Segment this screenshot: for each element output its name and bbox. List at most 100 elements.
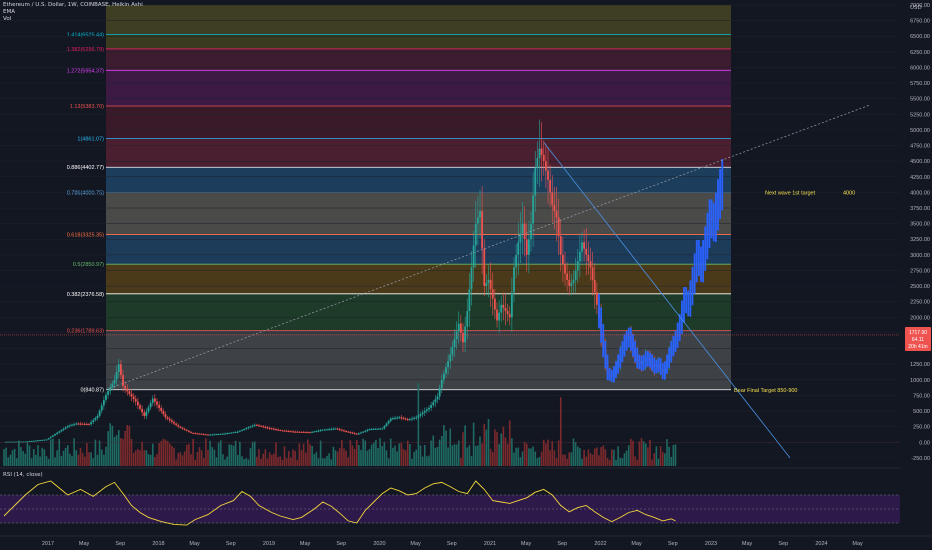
projection-path[interactable] xyxy=(598,158,724,383)
volume-bar xyxy=(234,440,237,466)
candle-body xyxy=(71,424,73,426)
candle-body xyxy=(177,425,180,427)
bear-target-annotation: Bear Final Target 850-900 xyxy=(734,388,798,394)
fib-band xyxy=(106,48,731,71)
candle-body xyxy=(551,192,554,205)
time-tick-label: Sep xyxy=(557,541,567,547)
projection-bar xyxy=(621,341,624,363)
candle-body xyxy=(198,433,201,435)
volume-bar xyxy=(617,446,619,466)
volume-bar xyxy=(396,451,398,466)
volume-bar xyxy=(183,451,186,466)
price-tick-label: 6500.00 xyxy=(910,34,930,40)
price-badge[interactable] xyxy=(905,326,931,351)
volume-bar xyxy=(485,429,488,466)
volume-bar xyxy=(608,459,611,466)
volume-bar xyxy=(566,458,568,466)
volume-bar xyxy=(474,445,477,466)
candle-body xyxy=(196,433,199,435)
trend-lines[interactable] xyxy=(0,104,900,459)
volume-bar xyxy=(217,442,220,466)
time-tick-label: Sep xyxy=(115,541,125,547)
volume-bar xyxy=(181,455,184,466)
candle-body xyxy=(326,429,328,431)
volume-bar xyxy=(443,425,445,466)
volume-bar xyxy=(311,445,313,466)
volume-bar xyxy=(470,456,473,466)
candle-body xyxy=(37,440,39,442)
volume-bar xyxy=(426,456,428,466)
candle-body xyxy=(400,417,403,419)
candle-body xyxy=(22,441,25,443)
candle-body xyxy=(302,431,305,433)
volume-bar xyxy=(9,454,12,466)
volume-bar xyxy=(124,430,126,466)
candle-body xyxy=(544,161,547,171)
fib-level-label: 0.382(2376.58) xyxy=(67,292,104,298)
candle-body xyxy=(98,410,101,417)
volume-bar xyxy=(402,448,405,466)
candle-body xyxy=(79,423,82,425)
candle-body xyxy=(447,361,450,368)
price-axis[interactable]: 7000.00 6750.00 6500.00 6250.00 6000.00 5750.… xyxy=(900,0,932,550)
projection-bar xyxy=(700,246,702,282)
candle-body xyxy=(470,267,473,290)
volume-bar xyxy=(447,447,449,466)
volume-bar xyxy=(324,458,326,466)
volume-bar xyxy=(466,447,469,466)
volume-bar xyxy=(141,441,143,466)
candle-body xyxy=(415,417,418,419)
candle-body xyxy=(408,419,411,421)
candle-body xyxy=(377,428,379,430)
axis-background xyxy=(900,0,932,550)
volume-bar xyxy=(98,440,101,466)
volume-bar xyxy=(506,443,509,466)
volume-bar xyxy=(574,442,577,466)
volume-bar xyxy=(651,459,653,466)
candle-body xyxy=(423,411,426,413)
candle-body xyxy=(336,428,339,430)
projection-bar xyxy=(657,357,660,372)
candle-body xyxy=(88,424,90,426)
fib-band xyxy=(106,105,731,139)
volume-bar xyxy=(247,459,250,466)
descending-trendline[interactable] xyxy=(543,142,791,459)
volume-bar xyxy=(179,452,182,466)
annotations[interactable]: Next wave 1st target 4000 Bear Final Targe… xyxy=(734,190,855,393)
volume-bar xyxy=(73,438,75,466)
projection-bar xyxy=(719,169,722,219)
candle-body xyxy=(417,415,420,418)
projection-bar xyxy=(717,179,719,231)
volume-bar xyxy=(468,445,471,466)
volume-bar xyxy=(26,442,29,466)
candle-body xyxy=(122,375,124,387)
volume-bar xyxy=(513,452,515,466)
fib-level-label: 0.236(1789.63) xyxy=(67,328,104,334)
volume-bar xyxy=(115,435,118,466)
volume-bar xyxy=(319,440,322,466)
candle-body xyxy=(362,431,365,433)
candle-body xyxy=(449,354,452,362)
candle-body xyxy=(306,432,309,434)
volume-bar xyxy=(256,456,258,466)
candle-body xyxy=(56,432,59,435)
volume-bar xyxy=(621,458,624,466)
volume-bar xyxy=(219,440,222,466)
fib-band xyxy=(106,167,731,193)
projection-bar xyxy=(693,253,696,294)
volume-bar xyxy=(22,450,24,466)
candle-body xyxy=(147,407,150,412)
rsi-title: RSI (14, close) xyxy=(3,472,43,478)
candle-body xyxy=(64,427,67,429)
candle-body xyxy=(238,430,241,432)
candle-body xyxy=(493,298,496,310)
candle-body xyxy=(343,430,345,432)
candle-body xyxy=(236,431,239,433)
price-tick-label: 5750.00 xyxy=(910,81,930,87)
volume-bar xyxy=(417,383,420,466)
time-axis[interactable]: 2017 May Sep 2018 May Sep 2019 May Sep 2020 May Sep… xyxy=(0,535,932,547)
price-tick-label: 4750.00 xyxy=(910,144,930,150)
volume-bar xyxy=(345,450,347,466)
volume-bar xyxy=(664,453,666,466)
